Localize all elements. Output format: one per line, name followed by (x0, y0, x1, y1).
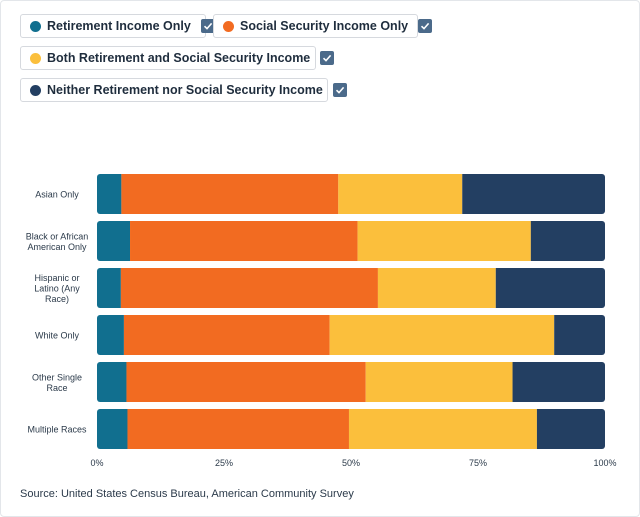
bar-segment (554, 315, 605, 355)
checkbox-checked-icon[interactable] (418, 19, 433, 33)
bar-segment (462, 174, 605, 214)
x-tick-label: 100% (593, 458, 616, 468)
legend-item-neither[interactable]: Neither Retirement nor Social Security I… (20, 78, 347, 102)
bar-segment (357, 221, 531, 261)
legend-label: Both Retirement and Social Security Inco… (47, 51, 311, 65)
category-label: White Only (35, 331, 80, 341)
checkbox-checked-icon[interactable] (332, 83, 347, 97)
bar-segment (97, 315, 124, 355)
source-note: Source: United States Census Bureau, Ame… (20, 488, 354, 500)
bar-segment (512, 362, 605, 402)
category-label: Asian Only (35, 190, 79, 200)
bar-segment (127, 409, 349, 449)
x-tick-label: 25% (215, 458, 233, 468)
bar-segment (530, 221, 605, 261)
bar-segment (126, 362, 366, 402)
legend-label: Retirement Income Only (47, 19, 191, 33)
legend-label: Social Security Income Only (240, 19, 409, 33)
category-label: Multiple Races (27, 425, 87, 435)
bar-segment (97, 362, 127, 402)
legend-item-both[interactable]: Both Retirement and Social Security Inco… (20, 46, 335, 70)
bar-segment (536, 409, 605, 449)
category-label: Hispanic or Latino (Any Race) (34, 273, 80, 304)
legend-item-retirement-only[interactable]: Retirement Income Only (20, 14, 215, 38)
bar-segment (121, 174, 339, 214)
bar-segment (495, 268, 605, 308)
bar-segment (338, 174, 463, 214)
bar-segment (130, 221, 358, 261)
legend-label: Neither Retirement nor Social Security I… (47, 83, 323, 97)
x-tick-label: 75% (469, 458, 487, 468)
checkbox-checked-icon[interactable] (200, 19, 215, 33)
bar-segment (97, 409, 128, 449)
bar-segment (97, 268, 121, 308)
bar-segment (97, 221, 131, 261)
category-label: Other Single Race (32, 372, 82, 393)
x-tick-label: 50% (342, 458, 360, 468)
bar-segment (120, 268, 378, 308)
bar-segment (123, 315, 330, 355)
stacked-bar-chart: Asian Only Black or African American Only H… (26, 174, 617, 468)
checkbox-checked-icon[interactable] (320, 51, 335, 65)
legend-dot-icon (223, 20, 234, 32)
legend-dot-icon (30, 84, 41, 96)
bar-segment (97, 174, 122, 214)
bar-segment (377, 268, 496, 308)
legend-dot-icon (30, 52, 41, 64)
bar-segment (348, 409, 537, 449)
bar-segment (329, 315, 555, 355)
category-label: Black or African American Only (26, 231, 89, 252)
legend-item-social-security-only[interactable]: Social Security Income Only (213, 14, 433, 38)
bar-segment (365, 362, 513, 402)
x-tick-label: 0% (90, 458, 103, 468)
legend-dot-icon (30, 20, 41, 32)
